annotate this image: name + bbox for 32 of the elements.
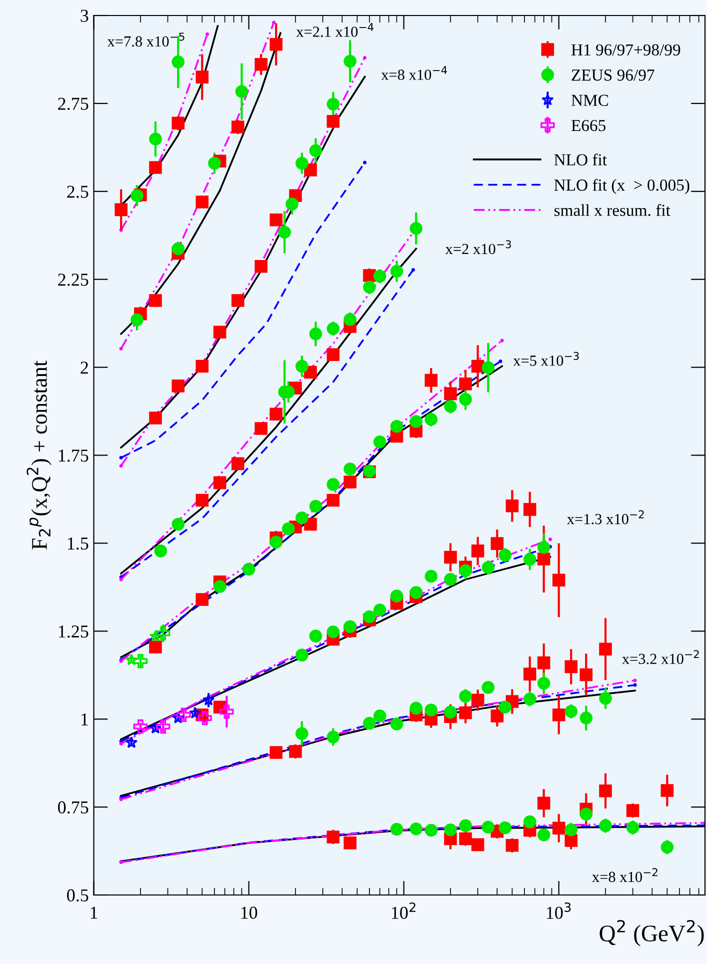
y-tick-label: 1	[82, 713, 88, 726]
x-tick-label: 1	[90, 906, 98, 919]
annotation: x=8 x10$^{−2}$	[592, 868, 658, 882]
y-tick-label: 1.75	[58, 450, 88, 462]
legend-label: ZEUS 96/97	[572, 70, 654, 81]
annotation: x=2.1 x10$^{−4}$	[296, 23, 374, 37]
y-tick-label: 2	[80, 362, 88, 374]
x-tick-label: 10	[241, 906, 258, 919]
y-tick-label: 0.75	[58, 801, 88, 814]
annotation: x=2 x10$^{−3}$	[445, 240, 511, 254]
x-axis-title: Q$^{2}$ (GeV$^{2}$)	[600, 920, 704, 946]
legend-label: E665	[571, 120, 606, 132]
y-axis-title: F$_{2}$$^{p}$(x,Q$^{2}$) + constant	[26, 360, 52, 550]
y-tick-label: 1.25	[58, 625, 88, 638]
y-tick-label: 0.5	[67, 889, 88, 902]
y-tick-label: 2.5	[67, 186, 88, 198]
legend-label: NLO fit	[554, 154, 607, 166]
annotation: x=5 x10$^{−3}$	[513, 352, 579, 366]
x-tick-label: 10$^{3}$	[546, 902, 571, 919]
legend-label: NLO fit (x > 0.005)	[554, 178, 690, 194]
x-tick-label: 10$^{2}$	[392, 902, 416, 919]
y-tick-label: 1.5	[68, 538, 88, 550]
annotation: x=3.2 x10$^{−2}$	[622, 650, 699, 664]
legend-label: NMC	[571, 94, 608, 106]
annotation: x=8 x10$^{−4}$	[381, 66, 448, 80]
annotation: x=1.3 x10$^{−2}$	[567, 510, 644, 524]
y-tick-label: 2.25	[58, 274, 88, 286]
annotation: x=7.8 x10$^{−5}$	[107, 32, 184, 47]
legend-label: H1 96/97+98/99	[571, 44, 680, 56]
legend-label: small x resum. fit	[554, 204, 670, 216]
y-tick-label: 3	[80, 10, 88, 22]
y-tick-label: 2.75	[58, 98, 88, 110]
